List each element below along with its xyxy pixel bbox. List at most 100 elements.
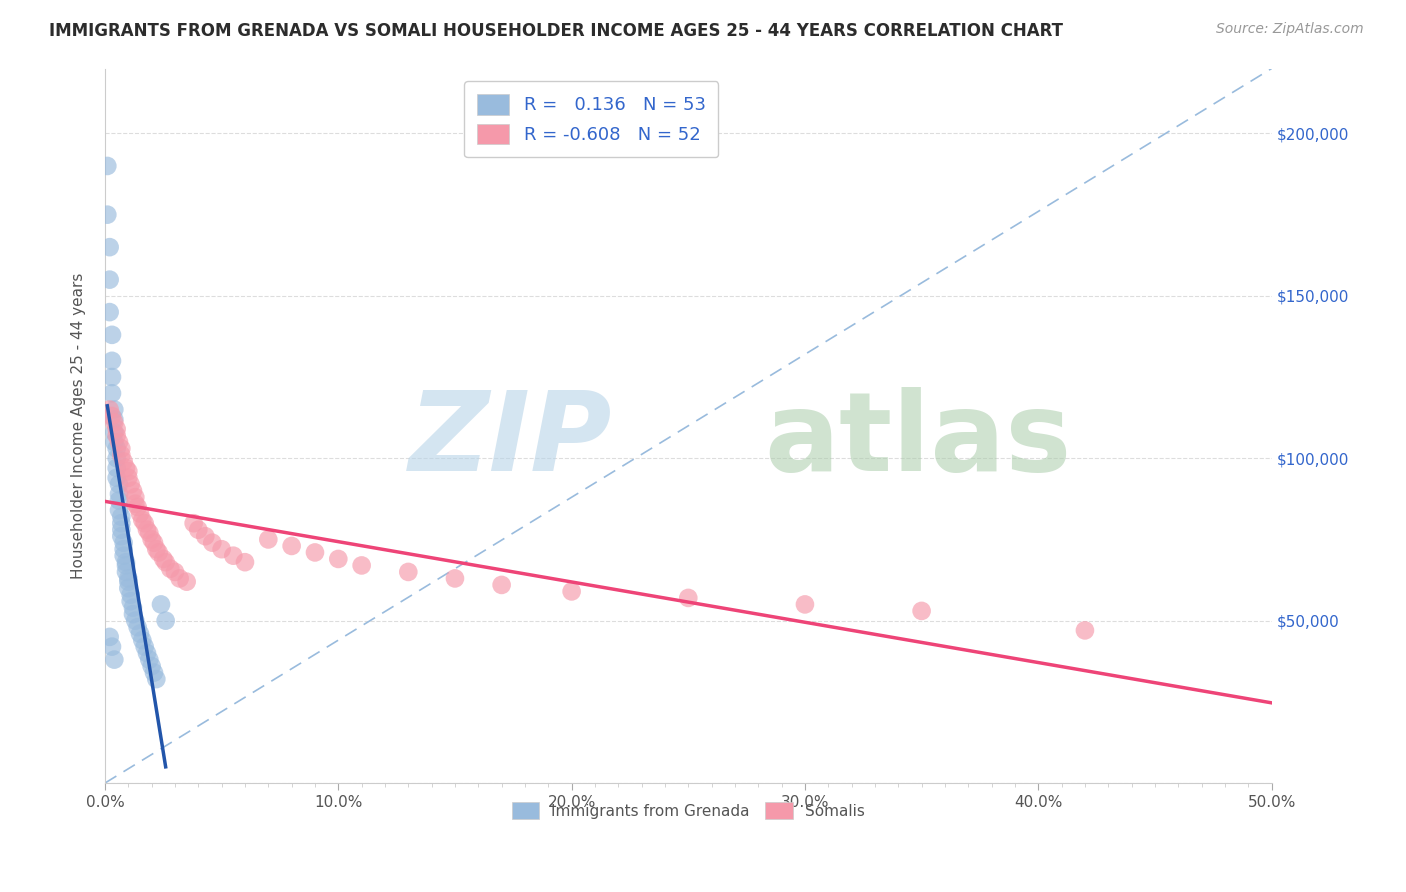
Point: [145, 672, 167, 686]
Point: [396, 565, 419, 579]
Point: [794, 598, 817, 612]
Point: [561, 584, 583, 599]
Y-axis label: Householder Income Ages 25 - 44 years: Householder Income Ages 25 - 44 years: [72, 273, 86, 579]
Point: [105, 422, 128, 436]
Point: [222, 549, 245, 563]
Point: [108, 435, 131, 450]
Point: [141, 533, 163, 547]
Point: [96, 208, 118, 222]
Point: [101, 370, 124, 384]
Point: [96, 159, 118, 173]
Point: [120, 594, 142, 608]
Point: [136, 523, 159, 537]
Point: [143, 535, 166, 549]
Point: [120, 588, 142, 602]
Point: [183, 516, 205, 531]
Point: [138, 525, 160, 540]
Point: [108, 487, 131, 501]
Text: atlas: atlas: [763, 386, 1071, 493]
Point: [98, 630, 121, 644]
Point: [129, 507, 152, 521]
Point: [149, 598, 172, 612]
Point: [110, 448, 132, 462]
Point: [108, 503, 131, 517]
Point: [163, 565, 186, 579]
Point: [194, 529, 217, 543]
Point: [148, 545, 170, 559]
Point: [108, 477, 131, 491]
Point: [115, 565, 138, 579]
Point: [117, 571, 139, 585]
Point: [101, 409, 124, 423]
Point: [108, 493, 131, 508]
Point: [98, 240, 121, 254]
Point: [120, 477, 142, 491]
Point: [304, 545, 326, 559]
Point: [103, 402, 125, 417]
Point: [103, 425, 125, 440]
Point: [117, 581, 139, 595]
Point: [112, 454, 135, 468]
Point: [101, 354, 124, 368]
Point: [98, 402, 121, 417]
Point: [155, 614, 177, 628]
Point: [129, 626, 152, 640]
Point: [105, 428, 128, 442]
Point: [112, 549, 135, 563]
Point: [145, 542, 167, 557]
Point: [124, 497, 146, 511]
Point: [176, 574, 198, 589]
Point: [105, 451, 128, 466]
Point: [122, 607, 145, 622]
Text: IMMIGRANTS FROM GRENADA VS SOMALI HOUSEHOLDER INCOME AGES 25 - 44 YEARS CORRELAT: IMMIGRANTS FROM GRENADA VS SOMALI HOUSEH…: [49, 22, 1063, 40]
Point: [105, 461, 128, 475]
Point: [138, 652, 160, 666]
Point: [110, 523, 132, 537]
Point: [110, 529, 132, 543]
Point: [115, 555, 138, 569]
Point: [141, 659, 163, 673]
Point: [105, 471, 128, 485]
Point: [117, 464, 139, 478]
Point: [124, 490, 146, 504]
Point: [280, 539, 302, 553]
Point: [155, 555, 177, 569]
Point: [103, 412, 125, 426]
Point: [152, 552, 174, 566]
Point: [112, 542, 135, 557]
Point: [110, 442, 132, 456]
Point: [110, 509, 132, 524]
Point: [350, 558, 373, 573]
Point: [134, 640, 156, 654]
Point: [101, 640, 124, 654]
Point: [115, 558, 138, 573]
Point: [444, 571, 467, 585]
Point: [101, 386, 124, 401]
Point: [127, 500, 149, 514]
Point: [131, 513, 153, 527]
Point: [112, 535, 135, 549]
Point: [159, 562, 181, 576]
Point: [131, 633, 153, 648]
Point: [110, 516, 132, 531]
Point: [328, 552, 350, 566]
Point: [105, 442, 128, 456]
Point: [257, 533, 280, 547]
Point: [1074, 624, 1097, 638]
Point: [136, 646, 159, 660]
Point: [103, 435, 125, 450]
Point: [211, 542, 233, 557]
Point: [143, 665, 166, 680]
Point: [233, 555, 256, 569]
Point: [187, 523, 209, 537]
Point: [122, 600, 145, 615]
Point: [98, 272, 121, 286]
Text: ZIP: ZIP: [409, 386, 613, 493]
Point: [98, 305, 121, 319]
Point: [122, 483, 145, 498]
Point: [101, 327, 124, 342]
Point: [169, 571, 191, 585]
Text: Source: ZipAtlas.com: Source: ZipAtlas.com: [1216, 22, 1364, 37]
Point: [103, 652, 125, 666]
Point: [117, 574, 139, 589]
